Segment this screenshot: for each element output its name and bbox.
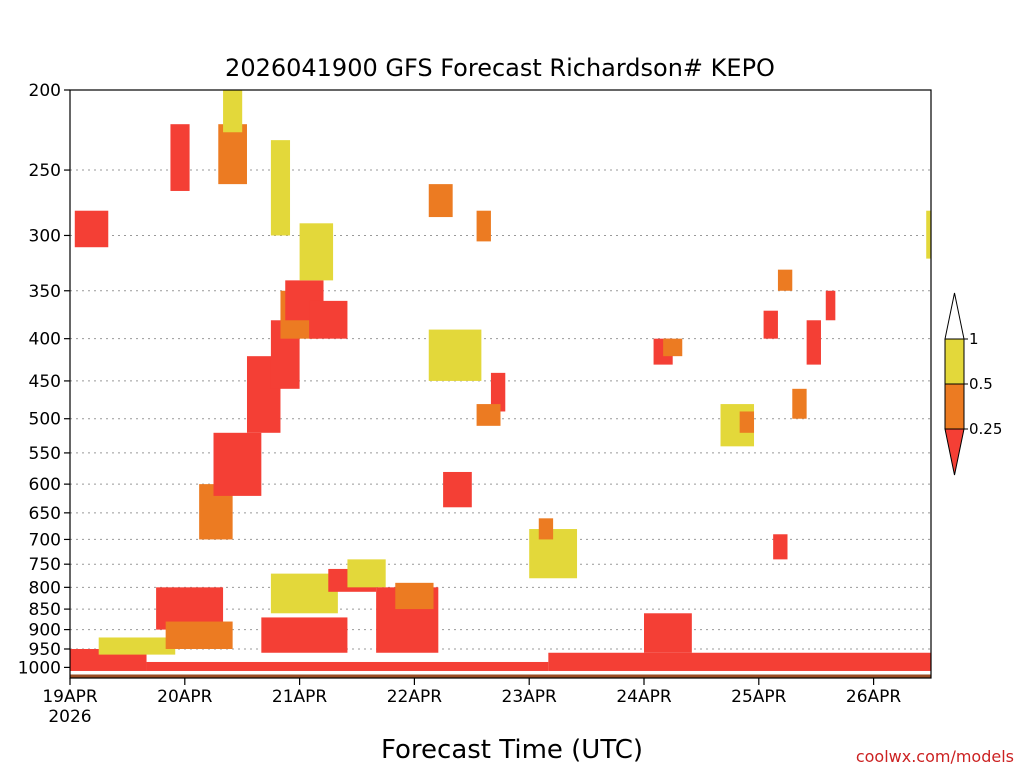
ri-cell bbox=[428, 329, 482, 381]
y-tick-label: 700 bbox=[29, 530, 61, 550]
chart-title: 2026041900 GFS Forecast Richardson# KEPO bbox=[225, 54, 775, 82]
ri-cell bbox=[146, 661, 549, 671]
ri-cell bbox=[777, 269, 793, 291]
ri-cell bbox=[644, 613, 692, 653]
legend: 1 0.5 0.25 bbox=[944, 292, 1002, 476]
legend-cap-top bbox=[944, 292, 965, 340]
plot-area bbox=[69, 89, 932, 679]
y-tick-label: 800 bbox=[29, 578, 61, 598]
ri-cell bbox=[476, 404, 501, 426]
ri-cell bbox=[98, 637, 176, 655]
x-tick-label: 22APR bbox=[387, 687, 443, 707]
y-tick-label: 300 bbox=[29, 226, 61, 246]
ri-cell bbox=[213, 432, 262, 496]
plot-frame bbox=[69, 89, 932, 679]
ri-cell bbox=[223, 90, 243, 133]
x-axis-label: Forecast Time (UTC) bbox=[381, 735, 643, 765]
legend-label: 1 bbox=[969, 330, 979, 348]
x-tick-label: 23APR bbox=[502, 687, 558, 707]
y-tick-label: 500 bbox=[29, 410, 61, 430]
legend-bin bbox=[944, 383, 965, 430]
y-tick-label: 350 bbox=[29, 282, 61, 302]
ri-cell bbox=[773, 534, 788, 560]
ri-cell bbox=[443, 471, 472, 508]
legend-label: 0.25 bbox=[969, 420, 1002, 438]
ri-cell bbox=[739, 411, 755, 433]
y-tick-label: 550 bbox=[29, 444, 61, 464]
ri-cell bbox=[763, 310, 778, 339]
ri-cell bbox=[218, 124, 247, 185]
ri-cell bbox=[395, 582, 434, 610]
y-tick-label: 650 bbox=[29, 504, 61, 524]
ri-cell bbox=[825, 290, 836, 321]
y-tick-label: 400 bbox=[29, 330, 61, 350]
y-tick-label: 200 bbox=[29, 81, 61, 101]
ri-cell bbox=[165, 621, 233, 649]
ri-cell bbox=[74, 210, 109, 248]
ground-layer bbox=[70, 673, 931, 678]
ri-cell bbox=[299, 223, 334, 281]
ri-cell bbox=[170, 124, 190, 191]
legend-cap-bottom bbox=[944, 428, 965, 476]
y-tick-label: 450 bbox=[29, 372, 61, 392]
ri-cell bbox=[926, 210, 931, 259]
ri-cell bbox=[529, 529, 578, 579]
x-tick-label: 26APR bbox=[846, 687, 902, 707]
y-tick-label: 250 bbox=[29, 161, 61, 181]
x-tick-label: 19APR bbox=[42, 687, 98, 707]
ground-fill bbox=[70, 673, 931, 678]
y-tick-label: 850 bbox=[29, 600, 61, 620]
y-axis: 200 250 300 350 400 450 500 550 600 650 700 750 8008… bbox=[18, 81, 70, 678]
ri-cell bbox=[806, 320, 821, 365]
richardson-cells bbox=[70, 90, 931, 671]
y-tick-label: 1000 bbox=[18, 658, 61, 678]
ri-cell bbox=[548, 652, 931, 671]
x-tick-sublabel: 2026 bbox=[48, 707, 91, 727]
ri-cell bbox=[347, 559, 386, 588]
x-tick-label: 24APR bbox=[616, 687, 672, 707]
ri-cell bbox=[428, 184, 453, 218]
credit-text: coolwx.com/models bbox=[856, 747, 1014, 766]
x-tick-label: 21APR bbox=[272, 687, 328, 707]
x-tick-label: 20APR bbox=[157, 687, 213, 707]
ri-cell bbox=[490, 372, 506, 412]
legend-bin bbox=[944, 338, 965, 385]
ri-cell bbox=[792, 388, 807, 419]
legend-label: 0.5 bbox=[969, 375, 993, 393]
y-tick-label: 750 bbox=[29, 555, 61, 575]
ri-cell bbox=[261, 617, 348, 653]
ri-cell bbox=[538, 518, 554, 540]
y-tick-label: 950 bbox=[29, 640, 61, 660]
ri-cell bbox=[309, 300, 348, 339]
x-tick-label: 25APR bbox=[731, 687, 787, 707]
y-tick-label: 900 bbox=[29, 621, 61, 641]
ri-cell bbox=[270, 140, 291, 236]
ri-cell bbox=[270, 573, 338, 614]
y-tick-label: 600 bbox=[29, 475, 61, 495]
ri-cell bbox=[476, 210, 491, 242]
ri-cell bbox=[663, 338, 683, 357]
